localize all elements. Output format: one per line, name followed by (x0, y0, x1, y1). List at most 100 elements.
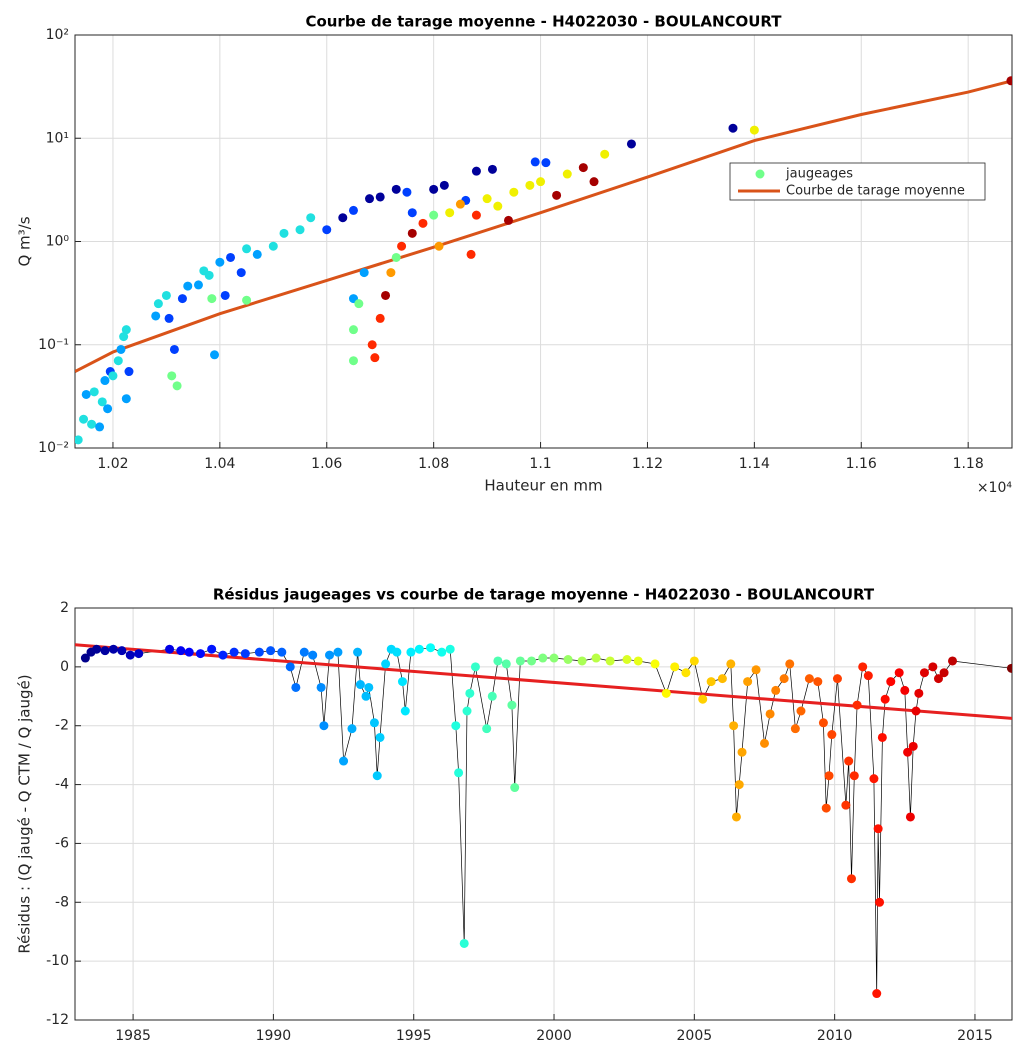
data-point (113, 356, 123, 366)
data-point (429, 210, 439, 220)
data-point (785, 659, 795, 669)
data-point (429, 184, 439, 194)
data-point (240, 649, 250, 659)
data-point (391, 184, 401, 194)
data-point (402, 187, 412, 197)
data-point (242, 244, 252, 254)
data-point (728, 123, 738, 133)
data-point (503, 215, 513, 225)
data-point (445, 208, 455, 218)
data-point (193, 280, 203, 290)
data-point (353, 647, 363, 657)
data-point (905, 812, 915, 822)
data-point (176, 646, 186, 656)
data-point (370, 353, 380, 363)
data-point (348, 325, 358, 335)
x-exponent-label: ×10⁴ (977, 480, 1013, 496)
data-point (501, 659, 511, 669)
data-point (841, 800, 851, 810)
data-point (549, 653, 559, 663)
data-point (355, 680, 365, 690)
y-tick-label: 10⁻¹ (38, 337, 69, 353)
data-point (804, 674, 814, 684)
y-tick-label: 0 (60, 659, 69, 675)
data-point (108, 644, 118, 654)
data-point (183, 281, 193, 291)
data-point (369, 718, 379, 728)
data-point (220, 290, 230, 300)
data-point (914, 688, 924, 698)
data-point (765, 709, 775, 719)
data-point (116, 344, 126, 354)
data-point (661, 688, 671, 698)
data-point (325, 650, 335, 660)
data-point (852, 700, 862, 710)
x-tick-label: 2000 (536, 1028, 572, 1044)
data-point (354, 299, 364, 309)
data-point (210, 350, 220, 360)
data-point (729, 721, 739, 731)
data-point (493, 656, 503, 666)
data-point (266, 646, 276, 656)
data-point (880, 694, 890, 704)
data-point (339, 756, 349, 766)
y-axis-label: Q m³/s (16, 216, 34, 266)
x-tick-label: 1.02 (97, 456, 128, 472)
data-point (751, 665, 761, 675)
data-point (375, 732, 385, 742)
data-point (117, 646, 127, 656)
data-point (510, 783, 520, 793)
data-point (948, 656, 958, 666)
data-point (470, 662, 480, 672)
data-point (600, 149, 610, 159)
data-point (359, 268, 369, 278)
data-point (734, 780, 744, 790)
data-point (824, 771, 834, 781)
data-point (285, 662, 295, 672)
y-tick-label: -6 (55, 835, 69, 851)
data-point (790, 724, 800, 734)
data-point (407, 208, 417, 218)
data-point (698, 694, 708, 704)
data-point (563, 655, 573, 664)
data-point (578, 163, 588, 173)
data-point (95, 422, 105, 432)
data-point (681, 668, 691, 678)
data-point (779, 674, 789, 684)
data-point (361, 691, 371, 701)
data-point (471, 210, 481, 220)
data-point (454, 768, 464, 778)
data-point (622, 655, 632, 664)
data-point (928, 662, 938, 672)
data-point (279, 228, 289, 238)
data-point (299, 647, 309, 657)
x-tick-label: 1.12 (632, 456, 663, 472)
axes-frame (74, 34, 1013, 449)
data-point (124, 367, 134, 377)
data-point (75, 435, 83, 445)
data-point (858, 662, 868, 672)
data-point (81, 389, 91, 399)
data-point (177, 294, 187, 304)
x-tick-label: 1.14 (739, 456, 770, 472)
data-point (204, 270, 214, 280)
data-point (894, 668, 904, 678)
data-point (821, 803, 831, 813)
y-tick-label: -12 (46, 1012, 69, 1028)
data-point (633, 656, 643, 666)
data-point (153, 299, 163, 309)
data-point (1006, 76, 1012, 86)
data-point (108, 371, 118, 381)
data-point (451, 721, 461, 731)
data-point (218, 650, 228, 660)
legend-marker (755, 169, 765, 179)
data-point (226, 252, 236, 262)
legend-label: Courbe de tarage moyenne (786, 184, 965, 199)
data-point (846, 874, 856, 884)
x-tick-label: 2010 (817, 1028, 853, 1044)
data-point (414, 644, 424, 654)
data-point (365, 194, 375, 204)
data-point (689, 656, 699, 666)
data-line (85, 647, 1012, 994)
data-point (386, 268, 396, 278)
